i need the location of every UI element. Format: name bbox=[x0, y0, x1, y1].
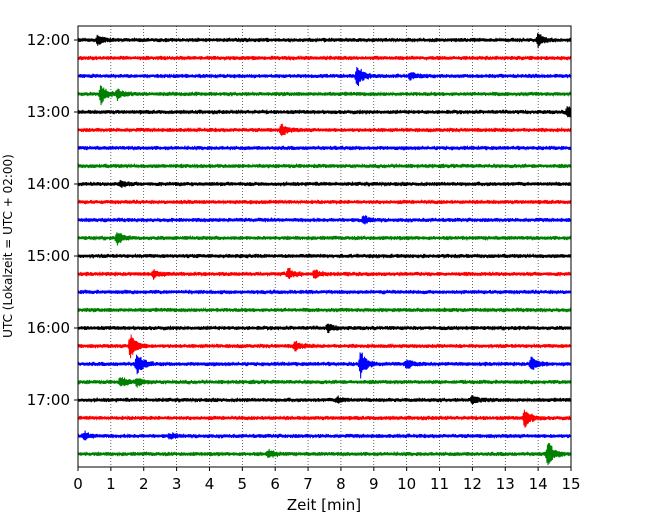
trace-1645 bbox=[77, 377, 572, 388]
trace-1700 bbox=[77, 395, 572, 405]
trace-1400 bbox=[77, 179, 572, 188]
trace-1300 bbox=[77, 106, 572, 118]
trace-1715 bbox=[77, 409, 572, 428]
trace-1430 bbox=[77, 215, 572, 225]
x-axis-label: Zeit [min] bbox=[287, 496, 361, 514]
y-tick-label: 16:00 bbox=[27, 319, 70, 337]
x-tick-label: 0 bbox=[73, 475, 83, 493]
trace-1200 bbox=[77, 33, 572, 49]
trace-1745 bbox=[77, 443, 572, 466]
x-tick-label: 14 bbox=[529, 475, 548, 493]
trace-1500 bbox=[77, 253, 572, 259]
seismic-traces bbox=[77, 33, 572, 466]
trace-1330 bbox=[77, 145, 572, 152]
trace-1230 bbox=[77, 66, 572, 87]
x-tick-label: 5 bbox=[238, 475, 248, 493]
x-tick-label: 4 bbox=[205, 475, 215, 493]
trace-1515 bbox=[77, 267, 572, 280]
trace-1415 bbox=[77, 198, 572, 206]
x-tick-label: 2 bbox=[139, 475, 149, 493]
trace-1545 bbox=[77, 306, 572, 314]
x-tick-label: 11 bbox=[430, 475, 449, 493]
x-tick-label: 10 bbox=[397, 475, 416, 493]
x-tick-label: 3 bbox=[172, 475, 182, 493]
x-tick-label: 1 bbox=[106, 475, 116, 493]
y-tick-label: 15:00 bbox=[27, 247, 70, 265]
x-tick-label: 7 bbox=[303, 475, 313, 493]
trace-1730 bbox=[77, 430, 572, 441]
trace-1215 bbox=[77, 55, 572, 61]
trace-1345 bbox=[77, 162, 572, 169]
x-axis-ticks: 0 1 2 3 4 5 6 7 8 9 10 11 12 13 14 15 bbox=[73, 467, 581, 493]
x-tick-label: 15 bbox=[561, 475, 580, 493]
x-tick-label: 9 bbox=[369, 475, 379, 493]
y-tick-label: 17:00 bbox=[27, 391, 70, 409]
trace-1615 bbox=[77, 334, 572, 359]
trace-1315 bbox=[77, 123, 572, 137]
x-tick-label: 8 bbox=[336, 475, 346, 493]
trace-1245 bbox=[77, 85, 572, 106]
trace-1445 bbox=[77, 232, 572, 246]
trace-1600 bbox=[77, 323, 572, 334]
x-tick-label: 6 bbox=[270, 475, 280, 493]
plot-frame bbox=[77, 25, 572, 468]
trace-1630 bbox=[77, 352, 572, 379]
y-axis-label: UTC (Lokalzeit = UTC + 02:00) bbox=[1, 154, 15, 338]
y-tick-label: 12:00 bbox=[27, 31, 70, 49]
trace-1530 bbox=[77, 289, 572, 296]
x-tick-label: 13 bbox=[496, 475, 515, 493]
y-axis-ticks: 12:00 13:00 14:00 15:00 16:00 17:00 bbox=[27, 31, 78, 409]
x-tick-label: 12 bbox=[463, 475, 482, 493]
y-tick-label: 13:00 bbox=[27, 103, 70, 121]
y-tick-label: 14:00 bbox=[27, 175, 70, 193]
